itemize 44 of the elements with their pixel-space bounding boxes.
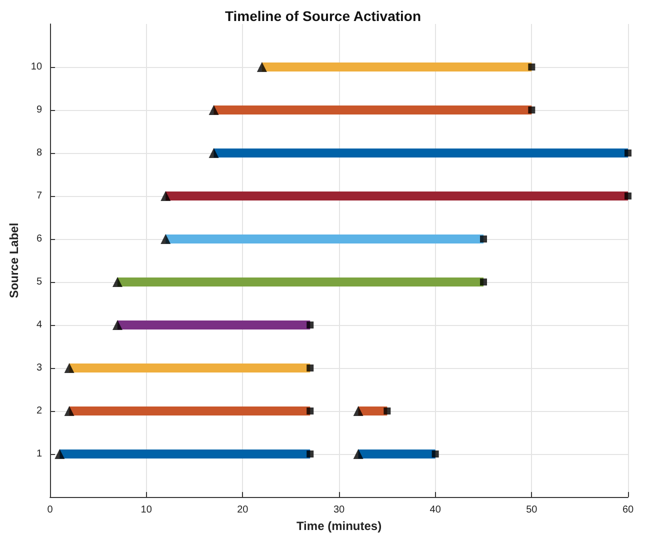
y-tick-label: 6 [36, 234, 42, 244]
y-tick-label: 5 [36, 276, 42, 288]
point [306, 408, 314, 414]
x-axis-title: Time (minutes) [296, 518, 382, 533]
x-tick-label: 50 [526, 504, 538, 516]
point [112, 320, 122, 330]
point [64, 363, 74, 373]
x-tick-label: 30 [333, 504, 346, 516]
point [160, 191, 171, 201]
point [480, 278, 488, 286]
point [54, 449, 65, 459]
y-tick-label: 1 [36, 448, 42, 460]
point [112, 277, 122, 287]
point [432, 450, 439, 458]
x-tick-label: 10 [140, 504, 152, 516]
point [306, 364, 314, 372]
y-tick-label: 10 [30, 62, 42, 72]
point [528, 64, 536, 70]
point [528, 106, 536, 114]
point [64, 406, 74, 416]
point [256, 62, 267, 72]
point [624, 150, 632, 156]
x-tick-label: 20 [237, 504, 249, 516]
y-tick-label: 4 [36, 320, 42, 330]
y-tick-label: 9 [36, 104, 42, 116]
y-tick-label: 2 [36, 406, 42, 416]
point [160, 234, 171, 244]
point [624, 192, 632, 200]
point [480, 236, 488, 242]
point [306, 450, 314, 458]
y-axis-title: Source Label [7, 222, 21, 298]
point [353, 406, 364, 416]
point [306, 322, 314, 328]
x-tick-label: 60 [622, 504, 634, 516]
y-tick-label: 8 [36, 148, 42, 158]
point [353, 449, 364, 459]
point [208, 105, 219, 115]
x-tick-label: 40 [430, 504, 442, 516]
point [384, 408, 391, 414]
point [208, 148, 219, 158]
y-tick-label: 7 [36, 190, 42, 202]
chart-title: Timeline of Source Activation [224, 8, 422, 24]
x-tick-label: 0 [47, 504, 54, 516]
y-tick-label: 3 [36, 362, 42, 374]
